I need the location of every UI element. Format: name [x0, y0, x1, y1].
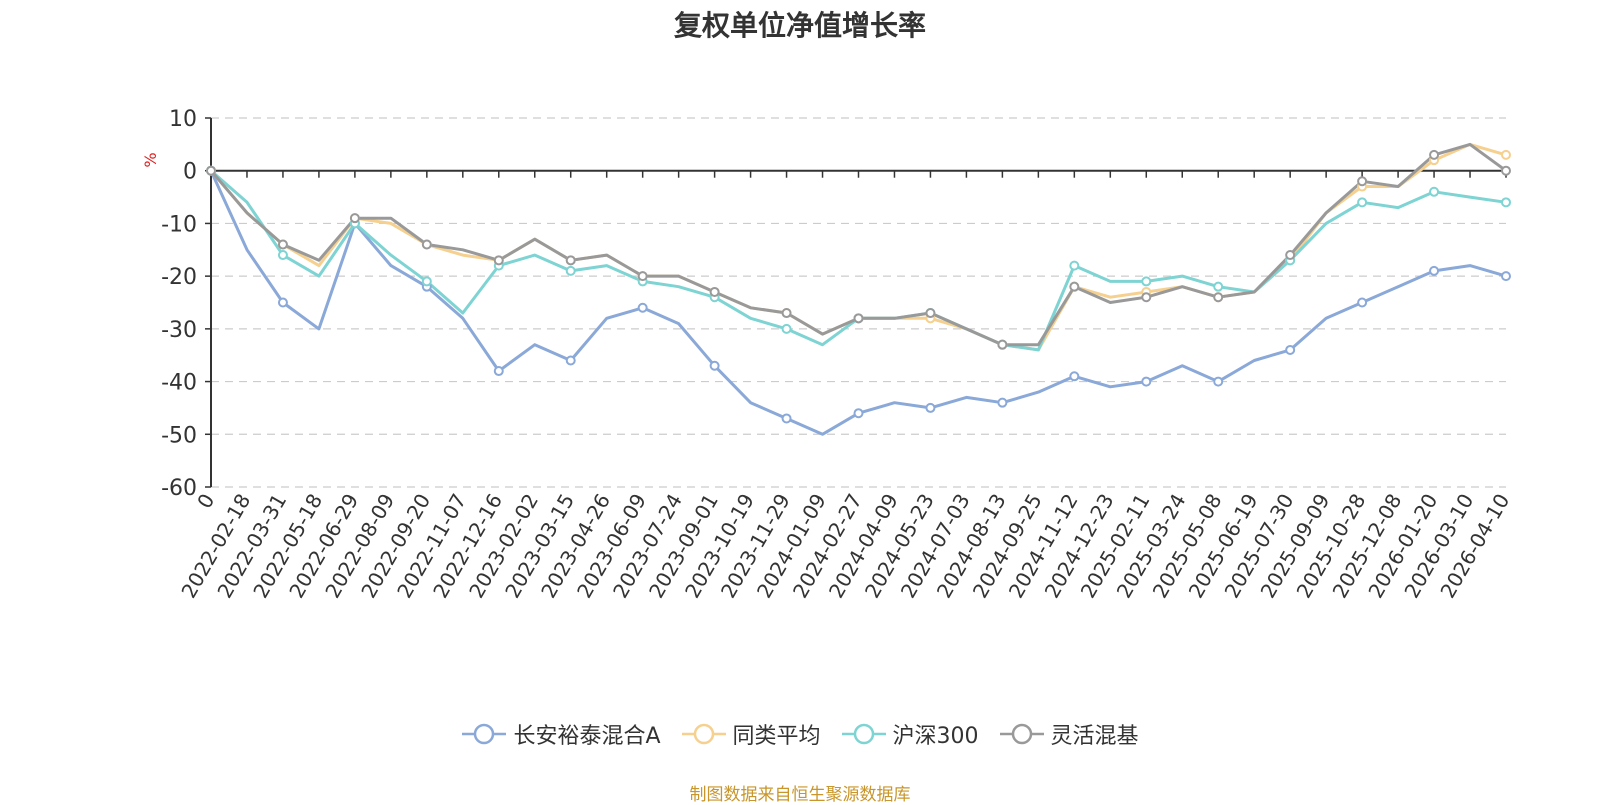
data-point: [277, 239, 288, 250]
data-point: [1429, 265, 1440, 276]
legend-swatch-icon: [681, 723, 726, 745]
data-point: [637, 302, 648, 313]
legend-swatch-icon: [999, 723, 1044, 745]
legend-item[interactable]: 灵活混基: [999, 718, 1139, 750]
data-point: [565, 265, 576, 276]
axes: [205, 117, 1507, 488]
data-point: [1429, 149, 1440, 160]
data-point: [1501, 165, 1511, 176]
data-point: [1141, 376, 1152, 387]
data-point: [565, 255, 576, 266]
data-point: [1357, 197, 1368, 208]
data-point: [1357, 176, 1368, 187]
data-point: [1069, 260, 1080, 271]
data-point: [493, 366, 504, 377]
data-point: [1501, 197, 1511, 208]
y-tick-label: 10: [169, 107, 197, 132]
data-point: [565, 355, 576, 366]
legend-circle-icon: [474, 723, 495, 745]
data-point: [1285, 344, 1296, 355]
data-point: [781, 413, 792, 424]
data-point: [637, 271, 648, 282]
data-point: [1213, 376, 1224, 387]
data-point: [781, 323, 792, 334]
data-point: [853, 408, 864, 419]
data-point: [853, 313, 864, 324]
y-tick-label: -40: [161, 371, 197, 396]
data-point: [493, 255, 504, 266]
legend-label: 同类平均: [732, 724, 821, 749]
y-tick-label: -60: [161, 476, 197, 501]
x-tick-label: 0: [192, 490, 219, 513]
y-tick-label: -20: [161, 265, 197, 290]
data-point: [997, 339, 1008, 350]
source-note: 制图数据来自恒生聚源数据库: [689, 785, 911, 805]
data-point: [1141, 292, 1152, 303]
data-point: [1213, 281, 1224, 292]
data-point: [1501, 271, 1511, 282]
y-axis-unit-label: %: [141, 152, 160, 167]
series-lines: [209, 142, 1508, 436]
grid-lines: [211, 117, 1506, 488]
legend-circle-icon: [1011, 723, 1032, 745]
data-point: [1501, 149, 1511, 160]
legend-swatch-icon: [841, 723, 886, 745]
legend-item[interactable]: 长安裕泰混合A: [461, 718, 661, 750]
data-point: [1069, 281, 1080, 292]
legend-label: 灵活混基: [1050, 724, 1139, 749]
data-point: [1285, 250, 1296, 261]
chart-title: 复权单位净值增长率: [673, 9, 926, 42]
data-point: [349, 213, 360, 224]
legend-label: 沪深300: [892, 724, 979, 749]
legend: 长安裕泰混合A 同类平均 沪深300 灵活混基: [0, 718, 1600, 750]
data-point: [709, 286, 720, 297]
legend-item[interactable]: 同类平均: [681, 718, 821, 750]
data-point: [1069, 371, 1080, 382]
series-markers: [206, 149, 1511, 424]
y-tick-label: -10: [161, 212, 197, 237]
legend-item[interactable]: 沪深300: [841, 718, 979, 750]
data-point: [925, 402, 936, 413]
data-point: [1357, 297, 1368, 308]
series-line: [209, 169, 1508, 436]
data-point: [1141, 276, 1152, 287]
y-tick-label: -50: [161, 423, 197, 448]
data-point: [421, 276, 432, 287]
data-point: [925, 308, 936, 319]
data-point: [277, 250, 288, 261]
data-point: [1429, 186, 1440, 197]
legend-swatch-icon: [462, 723, 507, 745]
tick-labels: 100-10-20-30-40-50-6002022-02-182022-03-…: [161, 107, 1514, 602]
data-point: [421, 239, 432, 250]
data-point: [709, 360, 720, 371]
data-point: [277, 297, 288, 308]
legend-label: 长安裕泰混合A: [513, 724, 661, 749]
y-tick-label: 0: [183, 160, 197, 185]
data-point: [1213, 292, 1224, 303]
legend-circle-icon: [693, 723, 714, 745]
y-tick-label: -30: [161, 318, 197, 343]
legend-circle-icon: [853, 723, 874, 745]
data-point: [206, 165, 216, 176]
data-point: [997, 397, 1008, 408]
data-point: [781, 308, 792, 319]
